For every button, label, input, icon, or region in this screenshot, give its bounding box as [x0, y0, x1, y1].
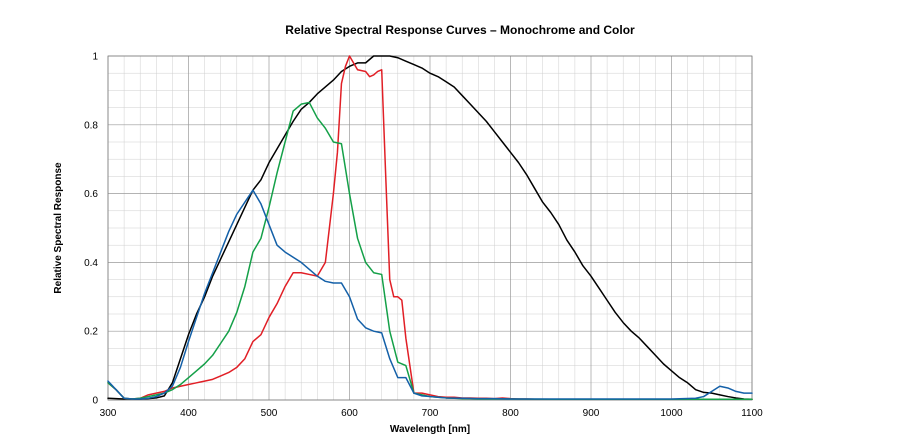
y-tick-label: 0.2 [84, 327, 98, 338]
x-tick-label: 900 [583, 408, 600, 419]
y-tick-label: 0 [92, 396, 98, 407]
y-tick-label: 1 [92, 52, 98, 63]
minor-gridlines [108, 56, 752, 400]
y-tick-label: 0.4 [84, 258, 98, 269]
series-line-monochrome [107, 55, 753, 401]
y-tick-label: 0.8 [84, 120, 98, 131]
x-tick-label: 500 [261, 408, 278, 419]
plot-area-frame [107, 55, 753, 401]
x-axis-tick-labels: 300 400 500 600 700 800 900 1000 1100 [100, 408, 764, 419]
series-layer [107, 55, 753, 401]
x-tick-label: 300 [100, 408, 117, 419]
x-tick-label: 1100 [741, 408, 763, 419]
x-tick-label: 1000 [660, 408, 683, 419]
series-line-blue [107, 189, 753, 400]
y-axis-label: Relative Spectral Response [53, 162, 64, 294]
x-tick-label: 800 [502, 408, 519, 419]
x-tick-label: 700 [422, 408, 439, 419]
x-tick-label: 400 [180, 408, 197, 419]
x-axis-label: Wavelength [nm] [390, 424, 470, 435]
y-axis-tick-labels: 0 0.2 0.4 0.6 0.8 1 [84, 52, 98, 407]
chart-title: Relative Spectral Response Curves – Mono… [285, 23, 635, 37]
x-tick-label: 600 [341, 408, 358, 419]
y-tick-label: 0.6 [84, 189, 98, 200]
